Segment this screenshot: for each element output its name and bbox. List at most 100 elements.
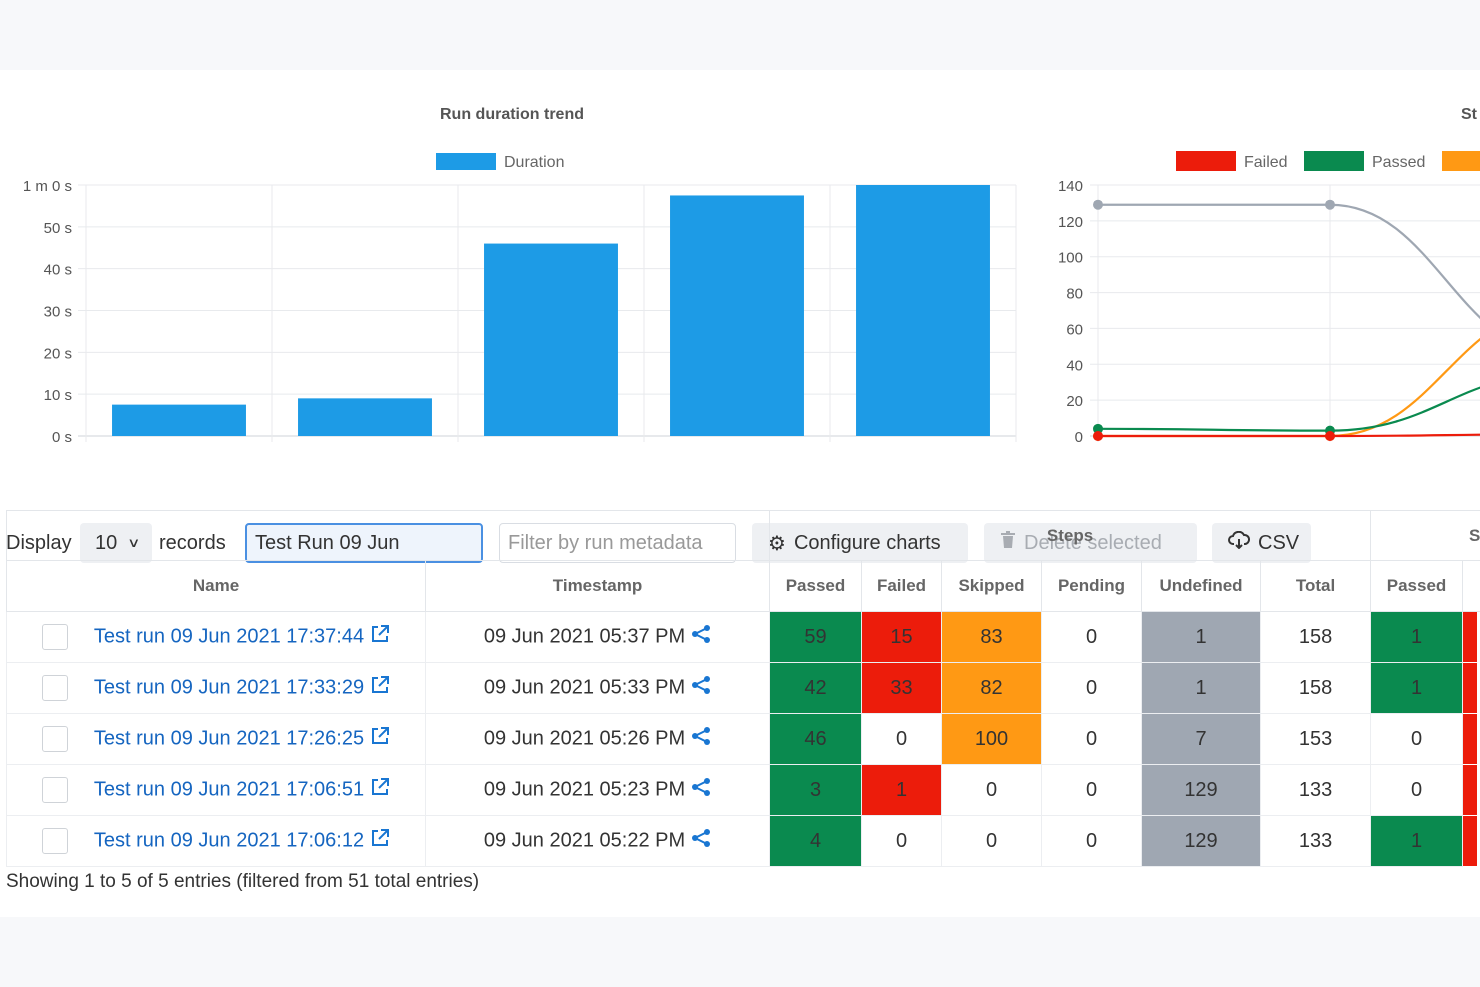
- timestamp-cell: 09 Jun 2021 05:22 PM: [425, 815, 770, 867]
- table-row[interactable]: Test run 09 Jun 2021 17:33:29 09 Jun 2021…: [6, 662, 1480, 714]
- row-checkbox[interactable]: [41, 828, 68, 854]
- run-name-link[interactable]: Test run 09 Jun 2021 17:06:51: [93, 778, 365, 801]
- timestamp-text: 09 Jun 2021 05:23 PM: [483, 778, 686, 801]
- duration-bar[interactable]: [484, 243, 618, 436]
- steps-total-cell: 158: [1259, 662, 1372, 714]
- col-header-passed[interactable]: Passed: [769, 560, 862, 612]
- name-cell: Test run 09 Jun 2021 17:06:51: [6, 764, 426, 816]
- timestamp-cell: 09 Jun 2021 05:37 PM: [425, 611, 770, 663]
- duration-y-tick: 50 s: [44, 220, 72, 237]
- steps-series-line: [1098, 433, 1480, 438]
- duration-legend-swatch: [436, 153, 496, 170]
- steps-series-point[interactable]: [1093, 423, 1103, 434]
- steps-failed-cell: 1: [861, 764, 942, 816]
- table-row[interactable]: Test run 09 Jun 2021 17:26:25 09 Jun 2021…: [6, 713, 1480, 765]
- steps-passed-cell: 46: [769, 713, 862, 765]
- scenarios-group-header: S: [1370, 510, 1480, 561]
- external-link-icon[interactable]: [370, 828, 390, 854]
- timestamp-cell: 09 Jun 2021 05:26 PM: [425, 713, 770, 765]
- table-row[interactable]: Test run 09 Jun 2021 17:06:51 09 Jun 2021…: [6, 764, 1480, 816]
- main-content: Run duration trend Duration 1 m 0 s 50 s 4…: [0, 70, 1480, 917]
- duration-bar[interactable]: [670, 195, 804, 436]
- steps-group-header: Steps: [768, 510, 1372, 561]
- scenarios-failed-edge: [1463, 764, 1478, 815]
- run-name-link[interactable]: Test run 09 Jun 2021 17:06:12: [93, 829, 365, 852]
- steps-skipped-cell: 82: [941, 662, 1042, 714]
- steps-passed-cell: 4: [769, 815, 862, 867]
- table-row[interactable]: Test run 09 Jun 2021 17:06:12 09 Jun 2021…: [6, 815, 1480, 867]
- steps-passed-cell: 42: [769, 662, 862, 714]
- col-header-pending[interactable]: Pending: [1041, 560, 1142, 612]
- steps-pending-cell: 0: [1041, 815, 1142, 867]
- external-link-icon[interactable]: [370, 624, 390, 650]
- steps-undefined-cell: 129: [1141, 764, 1261, 816]
- duration-chart-title: Run duration trend: [440, 106, 584, 123]
- steps-y-tick: 100: [1058, 250, 1083, 267]
- steps-series-point[interactable]: [1093, 431, 1103, 441]
- steps-undefined-cell: 1: [1141, 611, 1261, 663]
- steps-pending-cell: 0: [1041, 611, 1142, 663]
- steps-y-tick: 120: [1058, 214, 1083, 231]
- duration-bar[interactable]: [856, 185, 990, 436]
- row-checkbox[interactable]: [41, 624, 68, 650]
- name-cell: Test run 09 Jun 2021 17:37:44: [6, 611, 426, 663]
- steps-skipped-cell: 83: [941, 611, 1042, 663]
- col-header-skipped[interactable]: Skipped: [941, 560, 1042, 612]
- scenarios-next-cell: [1463, 713, 1480, 765]
- share-icon[interactable]: [691, 777, 711, 803]
- steps-pending-cell: 0: [1041, 662, 1142, 714]
- scenarios-passed-cell: 1: [1370, 662, 1464, 714]
- col-header-next: [1462, 560, 1480, 612]
- col-header-total[interactable]: Total: [1259, 560, 1372, 612]
- external-link-icon[interactable]: [370, 777, 390, 803]
- steps-failed-cell: 0: [861, 713, 942, 765]
- col-header-name[interactable]: Name: [6, 560, 426, 612]
- steps-series-point[interactable]: [1093, 199, 1103, 210]
- steps-y-tick: 20: [1066, 393, 1083, 410]
- passed-legend-swatch: [1304, 151, 1364, 171]
- duration-bar[interactable]: [298, 398, 432, 436]
- steps-series-line: [1098, 337, 1480, 438]
- external-link-icon[interactable]: [370, 726, 390, 752]
- scenarios-failed-edge: [1463, 713, 1478, 764]
- steps-passed-cell: 59: [769, 611, 862, 663]
- timestamp-text: 09 Jun 2021 05:33 PM: [483, 676, 686, 699]
- share-icon[interactable]: [691, 675, 711, 701]
- col-header-undefined[interactable]: Undefined: [1141, 560, 1261, 612]
- skipped-legend-swatch: [1442, 151, 1480, 171]
- steps-y-tick: 60: [1066, 321, 1083, 338]
- scenarios-failed-edge: [1463, 612, 1478, 662]
- col-header-failed[interactable]: Failed: [861, 560, 942, 612]
- share-icon[interactable]: [691, 828, 711, 854]
- steps-series-line: [1098, 203, 1480, 319]
- steps-skipped-cell: 0: [941, 815, 1042, 867]
- col-header-timestamp[interactable]: Timestamp: [425, 560, 770, 612]
- row-checkbox[interactable]: [41, 726, 68, 752]
- runs-table: Steps S Name Timestamp Passed Failed Ski…: [6, 510, 1480, 867]
- duration-y-tick: 10 s: [44, 387, 72, 404]
- duration-bar[interactable]: [112, 404, 246, 436]
- header-spacer: [6, 510, 770, 561]
- run-name-link[interactable]: Test run 09 Jun 2021 17:26:25: [93, 727, 365, 750]
- share-icon[interactable]: [691, 624, 711, 650]
- steps-skipped-cell: 0: [941, 764, 1042, 816]
- share-icon[interactable]: [691, 726, 711, 752]
- steps-passed-cell: 3: [769, 764, 862, 816]
- col-header-scenario-passed[interactable]: Passed: [1370, 560, 1464, 612]
- run-name-link[interactable]: Test run 09 Jun 2021 17:37:44: [93, 625, 365, 648]
- run-name-link[interactable]: Test run 09 Jun 2021 17:33:29: [93, 676, 365, 699]
- table-info: Showing 1 to 5 of 5 entries (filtered fr…: [6, 871, 480, 892]
- timestamp-cell: 09 Jun 2021 05:23 PM: [425, 764, 770, 816]
- failed-legend-label: Failed: [1244, 154, 1288, 171]
- scenarios-passed-cell: 1: [1370, 815, 1464, 867]
- steps-failed-cell: 33: [861, 662, 942, 714]
- steps-pending-cell: 0: [1041, 764, 1142, 816]
- timestamp-text: 09 Jun 2021 05:26 PM: [483, 727, 686, 750]
- steps-series-point[interactable]: [1325, 199, 1335, 210]
- external-link-icon[interactable]: [370, 675, 390, 701]
- table-row[interactable]: Test run 09 Jun 2021 17:37:44 09 Jun 2021…: [6, 611, 1480, 663]
- row-checkbox[interactable]: [41, 777, 68, 803]
- steps-undefined-cell: 7: [1141, 713, 1261, 765]
- steps-series-point[interactable]: [1325, 431, 1335, 441]
- row-checkbox[interactable]: [41, 675, 68, 701]
